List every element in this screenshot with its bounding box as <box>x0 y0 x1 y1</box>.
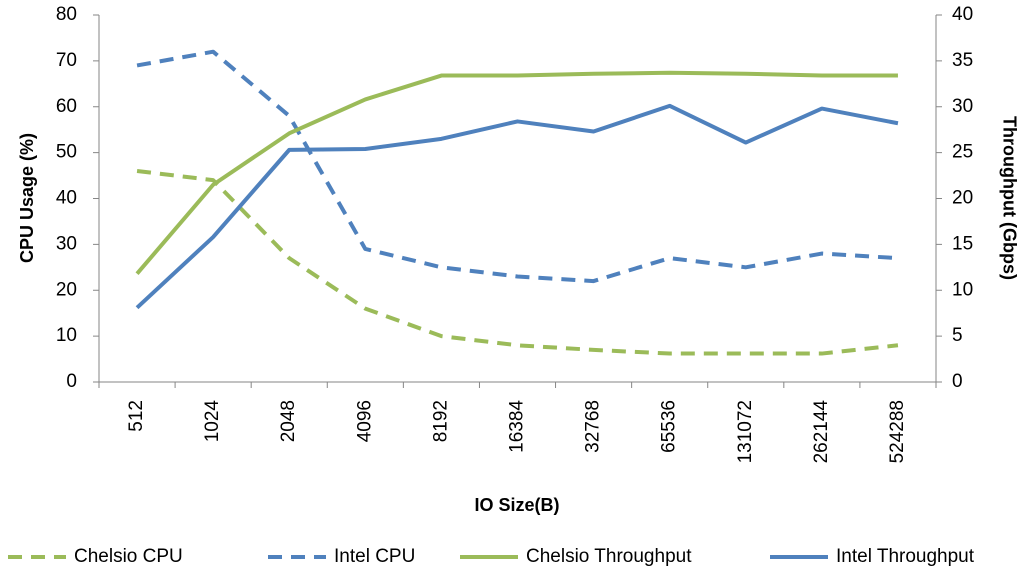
x-tick-label: 524288 <box>887 400 908 463</box>
legend-label: Intel CPU <box>334 546 415 567</box>
y-tick-label: 80 <box>56 4 77 25</box>
y2-tick-label: 25 <box>952 142 973 163</box>
x-tick-label: 8192 <box>430 400 451 442</box>
x-axis-label: IO Size(B) <box>474 495 559 515</box>
x-tick-label: 65536 <box>659 400 680 453</box>
y2-tick-label: 5 <box>952 325 963 346</box>
y-tick-label: 60 <box>56 96 77 117</box>
legend-label: Chelsio CPU <box>74 546 183 567</box>
series-line <box>136 49 899 284</box>
x-tick-label: 262144 <box>811 400 832 464</box>
y2-tick-label: 40 <box>952 4 973 25</box>
series-line <box>135 103 899 310</box>
x-tick-label: 512 <box>126 400 147 432</box>
y2-tick-label: 15 <box>952 233 973 254</box>
y-tick-label: 40 <box>56 188 77 209</box>
y-tick-label: 20 <box>56 279 77 300</box>
y2-tick-label: 20 <box>952 188 973 209</box>
x-tick-label: 1024 <box>202 400 223 443</box>
series-line <box>135 70 898 276</box>
x-tick-label: 131072 <box>735 400 756 463</box>
series-line <box>136 168 899 356</box>
y2-tick-label: 10 <box>952 279 973 300</box>
x-tick-label: 4096 <box>354 400 375 442</box>
legend-label: Chelsio Throughput <box>526 546 692 567</box>
y2-axis-label: Throughput (Gbps) <box>999 116 1019 280</box>
y-axis-label: CPU Usage (%) <box>17 133 37 263</box>
y-tick-label: 0 <box>66 371 77 392</box>
legend-label: Intel Throughput <box>836 546 975 567</box>
y-tick-label: 30 <box>56 233 77 254</box>
y2-tick-label: 30 <box>952 96 973 117</box>
y-tick-label: 10 <box>56 325 77 346</box>
x-tick-label: 2048 <box>278 400 299 442</box>
x-tick-label: 16384 <box>507 400 528 453</box>
y-tick-label: 70 <box>56 50 77 71</box>
y2-tick-label: 35 <box>952 50 973 71</box>
y-tick-label: 50 <box>56 142 77 163</box>
y2-tick-label: 0 <box>952 371 963 392</box>
x-tick-label: 32768 <box>583 400 604 453</box>
